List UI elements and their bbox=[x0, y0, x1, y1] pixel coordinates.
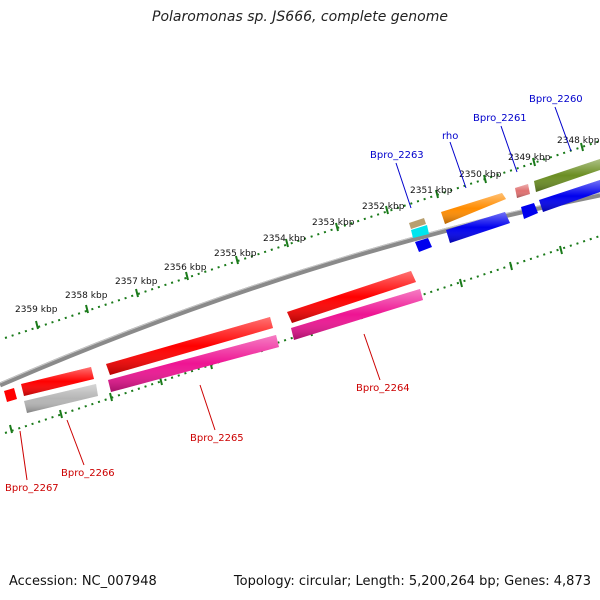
map-title: Polaromonas sp. JS666, complete genome bbox=[152, 9, 448, 25]
genome-backbone bbox=[0, 192, 600, 388]
callout-lines bbox=[19, 106, 572, 481]
callout-bpro-2264 bbox=[363, 333, 381, 381]
label-bpro-2261[interactable]: Bpro_2261 bbox=[473, 113, 527, 124]
tick-label-2358: 2358 kbp bbox=[65, 291, 108, 301]
gene-labels: Bpro_2260 Bpro_2261 rho Bpro_2263 Bpro_2… bbox=[5, 94, 583, 494]
tick-2349: 2349 kbp bbox=[508, 153, 551, 167]
tick-2355: 2355 kbp bbox=[214, 249, 257, 265]
tick-2358: 2358 kbp bbox=[65, 291, 108, 314]
tick-label-2353: 2353 kbp bbox=[312, 218, 355, 228]
tick-2348: 2348 kbp bbox=[557, 136, 600, 152]
callout-bpro-2267 bbox=[19, 430, 28, 481]
callout-bpro-2265 bbox=[199, 384, 216, 431]
tick-2354: 2354 kbp bbox=[263, 234, 306, 248]
tick-2350: 2350 kbp bbox=[459, 170, 502, 184]
callout-bpro-2261 bbox=[500, 125, 518, 173]
gene-bpro-2263b[interactable] bbox=[411, 225, 429, 238]
callout-rho bbox=[449, 141, 467, 189]
gene-bpro-2267[interactable] bbox=[4, 388, 17, 402]
label-bpro-2265[interactable]: Bpro_2265 bbox=[190, 433, 244, 444]
tick-label-2356: 2356 kbp bbox=[164, 263, 207, 273]
label-bpro-2263[interactable]: Bpro_2263 bbox=[370, 150, 424, 161]
tick-label-2354: 2354 kbp bbox=[263, 234, 306, 244]
genome-backbone-highlight bbox=[0, 192, 600, 384]
tick-2351: 2351 kbp bbox=[410, 186, 453, 199]
gene-bpro-2263[interactable] bbox=[409, 218, 426, 229]
tick-2359: 2359 kbp bbox=[15, 305, 58, 330]
tick-label-2352: 2352 kbp bbox=[362, 202, 405, 212]
label-bpro-2260[interactable]: Bpro_2260 bbox=[529, 94, 583, 105]
tick-label-2350: 2350 kbp bbox=[459, 170, 502, 180]
tick-2356: 2356 kbp bbox=[164, 263, 207, 281]
forward-strand-genes bbox=[4, 159, 600, 402]
gene-blue-2[interactable] bbox=[521, 203, 538, 219]
label-bpro-2267[interactable]: Bpro_2267 bbox=[5, 483, 59, 494]
label-bpro-2264[interactable]: Bpro_2264 bbox=[356, 383, 410, 394]
tick-label-2359: 2359 kbp bbox=[15, 305, 58, 315]
accession-text: Accession: NC_007948 bbox=[9, 574, 157, 589]
tick-2357: 2357 kbp bbox=[115, 277, 158, 298]
callout-bpro-2260 bbox=[554, 106, 572, 152]
topology-text: Topology: circular; Length: 5,200,264 bp… bbox=[233, 574, 591, 589]
tick-2353: 2353 kbp bbox=[312, 218, 355, 232]
tick-2352: 2352 kbp bbox=[362, 202, 405, 215]
reverse-strand-genes bbox=[24, 180, 600, 413]
tick-label-2357: 2357 kbp bbox=[115, 277, 158, 287]
label-bpro-2266[interactable]: Bpro_2266 bbox=[61, 468, 115, 479]
tick-label-2355: 2355 kbp bbox=[214, 249, 257, 259]
gene-blue-4[interactable] bbox=[415, 238, 432, 252]
tick-label-2351: 2351 kbp bbox=[410, 186, 453, 196]
label-rho[interactable]: rho bbox=[442, 131, 458, 142]
tick-group-upper: 2359 kbp 2358 kbp 2357 kbp 2356 kbp 2355… bbox=[15, 136, 600, 330]
callout-bpro-2266 bbox=[66, 419, 85, 466]
tick-label-2349: 2349 kbp bbox=[508, 153, 551, 163]
tick-label-2348: 2348 kbp bbox=[557, 136, 600, 146]
callout-bpro-2263 bbox=[395, 162, 412, 209]
